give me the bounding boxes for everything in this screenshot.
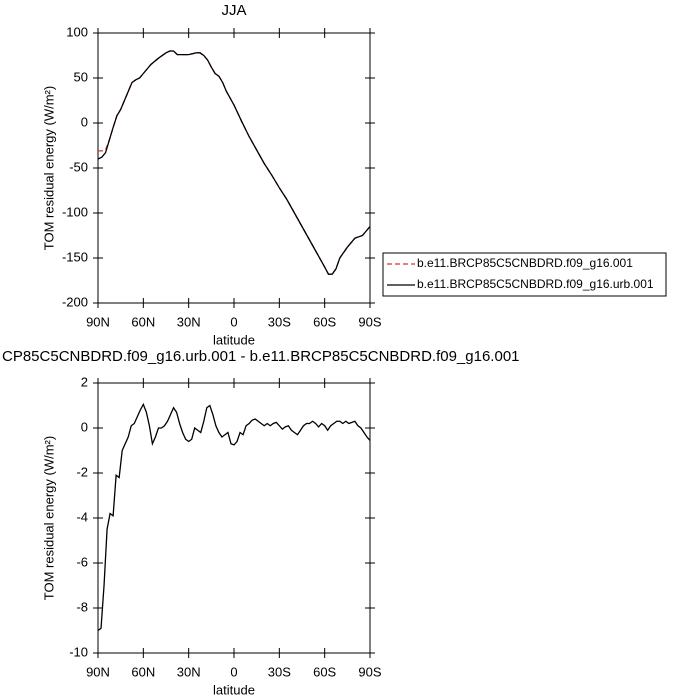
x-tick-label: 60N [131,314,155,329]
x-tick-label: 30S [268,664,291,679]
y-tick-label: 100 [66,24,88,39]
data-line [97,50,371,275]
y-tick-label: -2 [76,464,88,479]
x-tick-label: 60N [131,664,155,679]
plot-frame [97,32,371,304]
legend-label: b.e11.BRCP85C5CNBDRD.f09_g16.001 [417,256,633,270]
y-tick-label: -100 [62,204,88,219]
y-tick-label: -50 [69,159,88,174]
y-axis-label: TOM residual energy (W/m²) [41,436,56,600]
x-tick-label: 60S [313,314,336,329]
chart-title: CP85C5CNBDRD.f09_g16.urb.001 - b.e11.BRC… [2,348,520,365]
chart-title: JJA [221,2,246,19]
legend-box [382,252,667,297]
y-tick-label: -8 [76,599,88,614]
y-tick-label: 50 [74,69,88,84]
y-tick-label: -4 [76,509,88,524]
x-tick-label: 0 [230,314,237,329]
x-tick-label: 0 [230,664,237,679]
data-line [98,50,371,275]
y-tick-label: 0 [81,114,88,129]
x-tick-label: 90S [358,314,381,329]
legend-label: b.e11.BRCP85C5CNBDRD.f09_g16.urb.001 [417,277,654,291]
x-tick-label: 30N [177,314,201,329]
x-tick-label: 90N [86,314,110,329]
x-tick-label: 30S [268,314,291,329]
x-tick-label: 90N [86,664,110,679]
x-tick-label: 90S [358,664,381,679]
x-tick-label: 60S [313,664,336,679]
data-line [97,402,371,632]
y-tick-label: -10 [69,644,88,659]
y-tick-label: -6 [76,554,88,569]
plot-frame [97,382,371,654]
x-axis-label: latitude [213,682,255,697]
x-tick-label: 30N [177,664,201,679]
y-tick-label: -200 [62,294,88,309]
y-tick-label: -150 [62,249,88,264]
y-tick-label: 0 [81,419,88,434]
x-axis-label: latitude [213,332,255,347]
y-tick-label: 2 [81,374,88,389]
y-axis-label: TOM residual energy (W/m²) [41,86,56,250]
